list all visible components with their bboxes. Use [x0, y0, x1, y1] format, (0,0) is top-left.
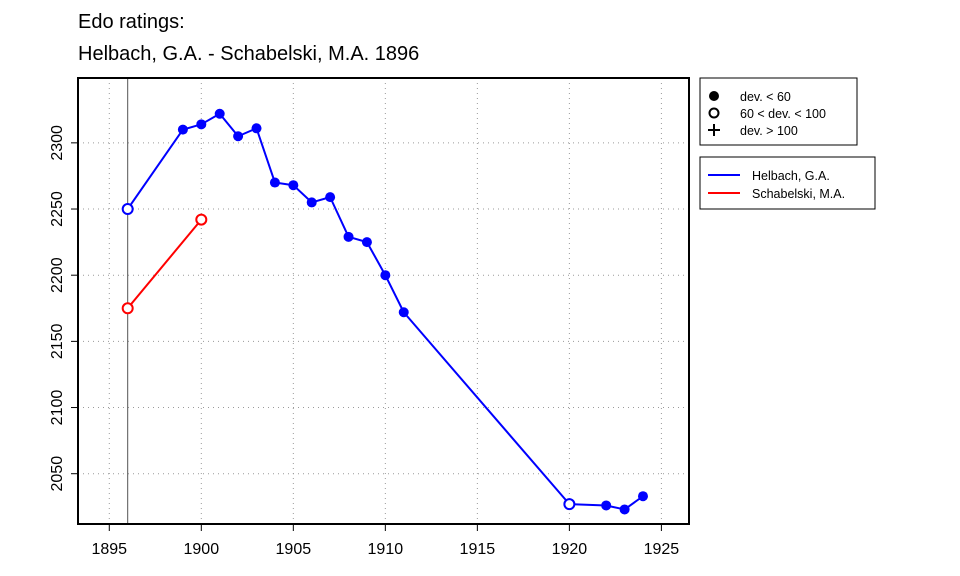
y-tick-label-2100: 2100 — [49, 390, 66, 426]
y-axis: 2050 2100 2150 2200 2250 2300 — [49, 125, 78, 492]
legend-filled-circle-icon — [709, 91, 719, 101]
title-line-1: Edo ratings: — [78, 11, 185, 33]
legend-series: Helbach, G.A. Schabelski, M.A. — [699, 156, 876, 210]
legend-deviation-box — [699, 77, 858, 146]
plot-frame — [77, 77, 690, 525]
data-point-schabelski-1900 — [195, 213, 208, 226]
x-tick-label-1905: 1905 — [276, 541, 312, 558]
data-point-helbach-1923 — [619, 504, 630, 515]
legend-deviation: dev. < 60 60 < dev. < 100 dev. > 100 — [699, 77, 858, 146]
data-point-helbach-1903 — [251, 123, 262, 134]
data-point-helbach-1911 — [398, 307, 409, 318]
data-point-helbach-1922 — [601, 500, 612, 511]
series-line-schabelski — [126, 218, 203, 309]
legend-open-circle-icon — [708, 107, 720, 119]
x-tick-label-1895: 1895 — [91, 541, 127, 558]
data-point-helbach-1896 — [121, 203, 134, 216]
data-point-helbach-1901 — [214, 108, 225, 119]
data-point-helbach-1906 — [306, 197, 317, 208]
data-point-helbach-1924 — [637, 491, 648, 502]
x-axis: 1895 1900 1905 1910 1915 1920 1925 — [91, 524, 679, 558]
legend-label-schabelski: Schabelski, M.A. — [752, 187, 845, 201]
legend-series-box — [699, 156, 876, 210]
legend-label-helbach: Helbach, G.A. — [752, 169, 830, 183]
series-layer — [121, 108, 648, 515]
data-point-helbach-1905 — [288, 180, 299, 191]
grid-lines — [78, 78, 689, 524]
legend-label-mid-dev: 60 < dev. < 100 — [740, 107, 826, 121]
data-point-helbach-1908 — [343, 231, 354, 242]
x-tick-label-1915: 1915 — [460, 541, 496, 558]
data-point-helbach-1902 — [233, 131, 244, 142]
legend-label-high-dev: dev. > 100 — [740, 124, 798, 138]
data-point-helbach-1910 — [380, 270, 391, 281]
data-point-helbach-1920 — [563, 498, 576, 511]
x-tick-label-1920: 1920 — [552, 541, 588, 558]
y-tick-label-2150: 2150 — [49, 323, 66, 359]
x-tick-label-1900: 1900 — [184, 541, 220, 558]
y-tick-label-2200: 2200 — [49, 257, 66, 293]
legend-plus-icon — [708, 124, 720, 136]
y-tick-label-2250: 2250 — [49, 191, 66, 227]
data-point-helbach-1907 — [325, 192, 336, 203]
data-point-helbach-1899 — [177, 124, 188, 135]
chart-title: Edo ratings: Helbach, G.A. - Schabelski,… — [78, 11, 419, 65]
data-point-schabelski-1896 — [121, 302, 134, 315]
y-tick-label-2050: 2050 — [49, 456, 66, 492]
data-point-helbach-1904 — [269, 177, 280, 188]
x-tick-label-1910: 1910 — [368, 541, 404, 558]
data-point-helbach-1900 — [196, 119, 207, 130]
x-tick-label-1925: 1925 — [644, 541, 680, 558]
data-point-helbach-1909 — [361, 237, 372, 248]
legend-label-low-dev: dev. < 60 — [740, 90, 791, 104]
y-tick-label-2300: 2300 — [49, 125, 66, 161]
title-line-2: Helbach, G.A. - Schabelski, M.A. 1896 — [78, 43, 419, 65]
